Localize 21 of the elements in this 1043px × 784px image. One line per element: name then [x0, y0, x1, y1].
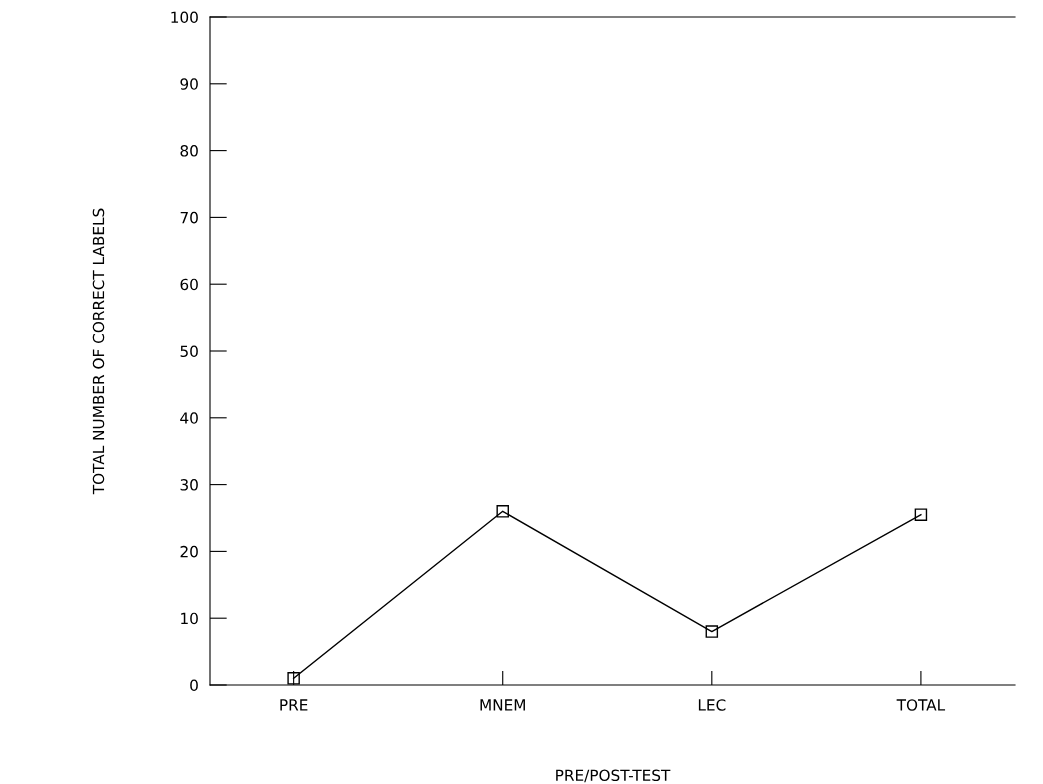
point: [496, 505, 509, 518]
x-tick-label: PRE: [280, 699, 308, 711]
y-tick-label: 60: [180, 278, 198, 291]
x-tick-label: TOTAL: [896, 699, 946, 711]
x-axis-title: PRE/POST-TEST: [556, 769, 671, 783]
x-tick-label: MNEM: [480, 699, 525, 711]
y-tick-label: 10: [181, 612, 198, 625]
point: [914, 508, 928, 521]
point: [705, 625, 719, 638]
y-tick-label: 0: [190, 679, 198, 692]
y-tick-label: 100: [171, 11, 198, 24]
y-tick-label: 90: [180, 78, 198, 90]
x-tick-label: LEC: [698, 699, 726, 711]
y-tick-label: 80: [180, 145, 198, 157]
y-tick-label: 40: [180, 412, 198, 424]
point: [287, 672, 300, 685]
y-tick-label: 70: [180, 211, 198, 224]
y-axis-title: TOTAL NUMBER OF CORRECT LABELS: [92, 208, 105, 495]
y-tick-label: 30: [180, 479, 198, 491]
y-tick-label: 50: [180, 345, 198, 358]
y-tick-label: 20: [180, 545, 198, 558]
